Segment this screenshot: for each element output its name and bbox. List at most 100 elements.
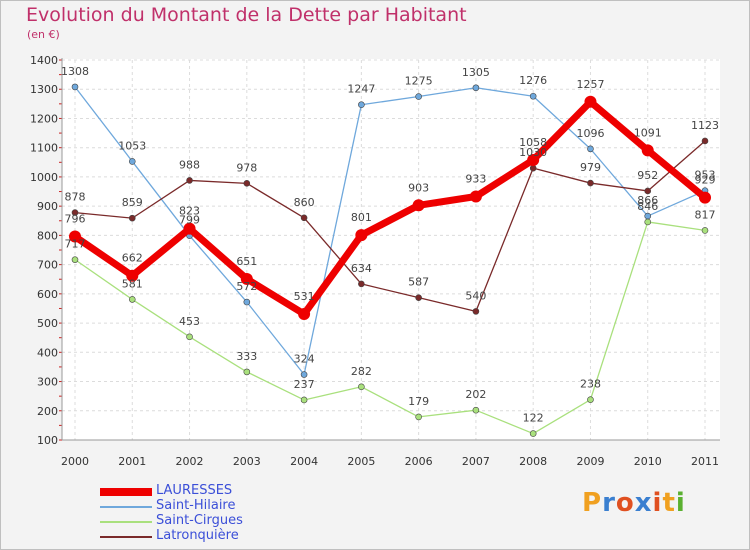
- x-tick-label: 2001: [118, 455, 146, 468]
- data-label-saint-cirgues: 817: [695, 208, 716, 221]
- data-point-latronqui-re: [71, 209, 79, 216]
- data-point-saint-cirgues: [243, 368, 251, 376]
- logo-letter: x: [634, 488, 653, 518]
- x-tick-label: 2009: [576, 455, 604, 468]
- data-label-latronqui-re: 634: [351, 262, 372, 275]
- data-label-lauresses: 1257: [576, 78, 604, 91]
- data-point-latronqui-re: [186, 177, 193, 184]
- y-tick-label: 200: [37, 405, 58, 418]
- x-tick-label: 2011: [691, 455, 719, 468]
- data-point-lauresses: [69, 230, 81, 243]
- data-point-saint-cirgues: [300, 396, 308, 404]
- data-label-lauresses: 1058: [519, 136, 547, 149]
- data-label-saint-cirgues: 846: [637, 200, 658, 213]
- data-label-saint-hilaire: 1096: [576, 127, 604, 140]
- data-label-saint-hilaire: 1305: [462, 66, 490, 79]
- data-point-saint-cirgues: [701, 227, 709, 234]
- data-label-saint-cirgues: 122: [523, 412, 544, 425]
- y-tick-label: 100: [37, 434, 58, 447]
- data-label-lauresses: 823: [179, 205, 200, 218]
- legend-label: Saint-Cirgues: [156, 513, 243, 528]
- data-label-lauresses: 903: [408, 181, 429, 194]
- legend-swatch: [100, 521, 152, 523]
- data-point-saint-cirgues: [472, 406, 480, 414]
- x-tick-label: 2010: [634, 455, 662, 468]
- data-point-saint-cirgues: [71, 256, 79, 263]
- data-point-lauresses: [584, 95, 597, 108]
- data-label-saint-hilaire: 866: [637, 194, 658, 207]
- data-point-lauresses: [298, 308, 311, 321]
- data-point-saint-cirgues: [644, 218, 652, 226]
- data-label-saint-hilaire: 1308: [61, 65, 89, 78]
- data-point-saint-hilaire: [128, 158, 136, 165]
- data-label-latronqui-re: 540: [465, 289, 486, 302]
- data-point-saint-hilaire: [415, 93, 422, 100]
- data-label-saint-hilaire: 324: [294, 353, 315, 366]
- data-point-lauresses: [355, 229, 368, 242]
- logo-letter: o: [615, 488, 635, 518]
- data-label-saint-hilaire: 1275: [405, 75, 433, 88]
- data-label-latronqui-re: 979: [580, 161, 601, 174]
- data-label-saint-hilaire: 1247: [347, 83, 375, 96]
- x-tick-label: 2007: [462, 455, 490, 468]
- legend-label: LAURESSES: [156, 483, 233, 498]
- data-label-saint-hilaire: 799: [179, 214, 200, 227]
- proxiti-logo: Proxiti: [582, 488, 686, 518]
- y-tick-label: 400: [37, 346, 58, 359]
- data-label-lauresses: 1091: [634, 126, 662, 139]
- data-point-latronqui-re: [128, 214, 136, 222]
- logo-letter: i: [675, 488, 686, 518]
- x-tick-label: 2005: [347, 455, 375, 468]
- data-label-saint-cirgues: 717: [65, 238, 86, 251]
- chart-subtitle: (en €): [27, 28, 60, 41]
- data-label-latronqui-re: 978: [236, 161, 257, 174]
- y-tick-label: 1000: [30, 171, 58, 184]
- data-point-lauresses: [183, 222, 196, 235]
- data-label-saint-cirgues: 179: [408, 395, 429, 408]
- data-label-lauresses: 801: [351, 211, 372, 224]
- data-label-latronqui-re: 952: [637, 169, 658, 182]
- data-point-latronqui-re: [529, 164, 537, 172]
- data-label-lauresses: 929: [695, 174, 716, 187]
- data-point-lauresses: [699, 191, 711, 204]
- data-point-lauresses: [412, 199, 425, 212]
- data-label-lauresses: 796: [65, 213, 86, 226]
- y-tick-label: 500: [37, 317, 58, 330]
- data-label-lauresses: 933: [465, 173, 486, 186]
- data-point-latronqui-re: [701, 137, 709, 145]
- data-point-saint-hilaire: [529, 92, 537, 100]
- x-tick-label: 2000: [61, 455, 89, 468]
- chart-title: Evolution du Montant de la Dette par Hab…: [26, 4, 467, 26]
- data-point-saint-hilaire: [358, 101, 365, 109]
- x-tick-label: 2008: [519, 455, 547, 468]
- y-tick-label: 1400: [30, 54, 58, 67]
- y-tick-label: 1100: [30, 142, 58, 155]
- data-label-latronqui-re: 587: [408, 276, 429, 289]
- legend-swatch: [100, 536, 152, 538]
- data-point-saint-cirgues: [128, 296, 136, 303]
- data-point-latronqui-re: [243, 180, 251, 187]
- series-line-latronqui-re: [74, 140, 706, 313]
- data-label-saint-hilaire: 1053: [118, 139, 146, 152]
- data-point-saint-hilaire: [587, 145, 594, 153]
- data-label-saint-hilaire: 572: [236, 280, 257, 293]
- data-label-saint-cirgues: 282: [351, 365, 372, 378]
- data-label-lauresses: 662: [122, 252, 143, 265]
- y-tick-label: 600: [37, 288, 58, 301]
- series-line-saint-cirgues: [74, 221, 706, 435]
- y-tick-label: 1300: [30, 83, 58, 96]
- data-label-latronqui-re: 859: [122, 196, 143, 209]
- legend-label: Latronquière: [156, 528, 239, 543]
- data-point-saint-hilaire: [472, 84, 480, 92]
- logo-letter: r: [602, 488, 616, 518]
- y-tick-label: 300: [37, 376, 58, 389]
- data-label-saint-cirgues: 581: [122, 277, 143, 290]
- logo-letter: t: [662, 488, 676, 518]
- data-point-latronqui-re: [587, 179, 594, 187]
- legend-label: Saint-Hilaire: [156, 498, 236, 513]
- y-tick-label: 1200: [30, 112, 58, 125]
- data-label-saint-cirgues: 238: [580, 378, 601, 391]
- data-label-lauresses: 651: [236, 255, 257, 268]
- data-label-saint-cirgues: 237: [294, 378, 315, 391]
